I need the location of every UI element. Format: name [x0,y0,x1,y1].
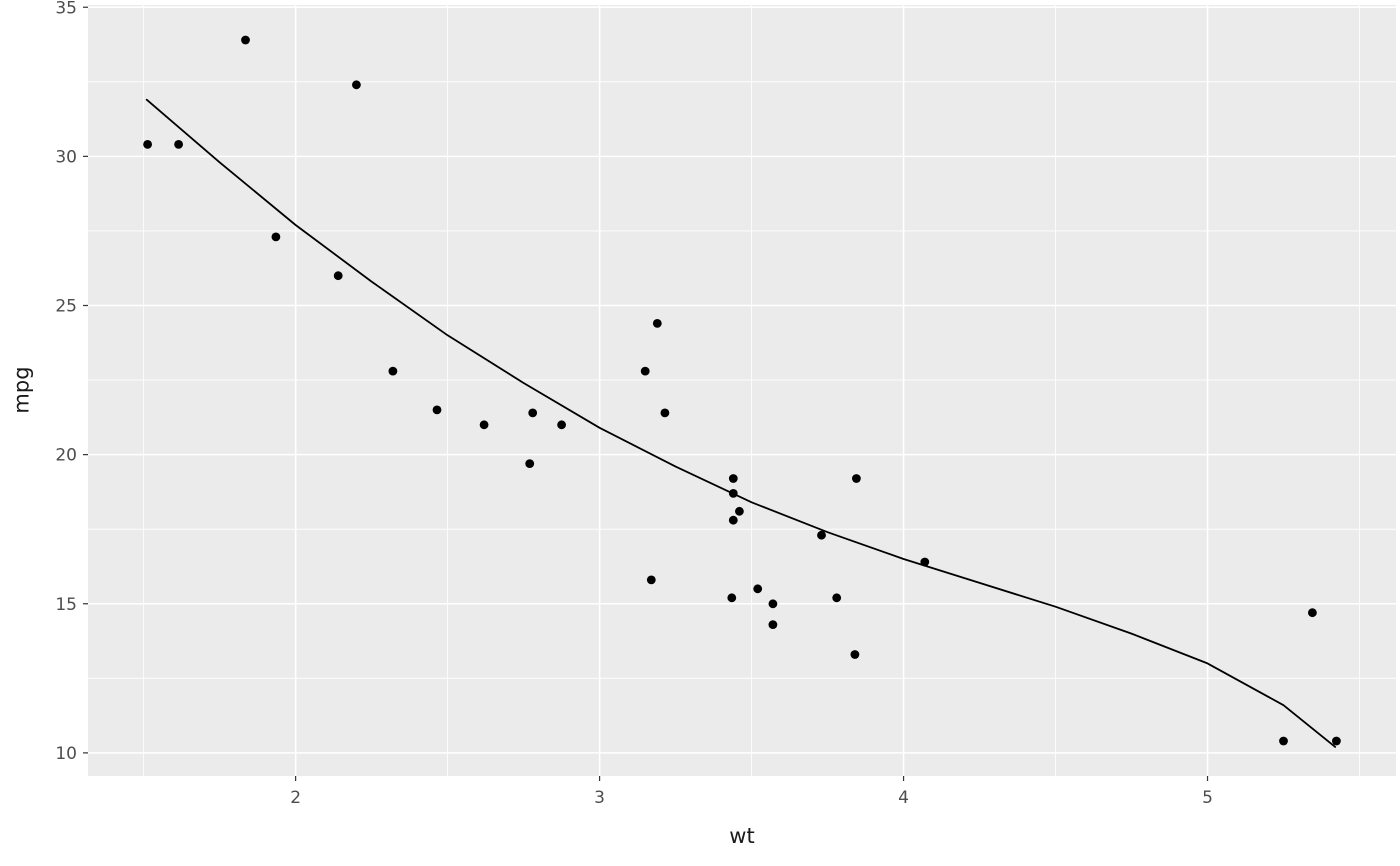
data-point [768,599,778,609]
x-axis-tick-label: 4 [898,788,909,808]
data-point [241,35,250,45]
data-point [728,474,738,483]
y-axis-title: mpg [9,366,34,414]
data-point [143,140,153,149]
plot-panel [88,5,1396,776]
data-point [832,593,842,603]
y-axis-tick-label: 10 [55,744,77,764]
data-point [817,530,826,540]
data-point [728,489,738,498]
data-point [479,420,489,430]
x-axis-tick-label: 2 [290,788,301,808]
data-point [174,140,184,149]
data-point [388,366,398,376]
data-point [660,408,670,418]
data-point [352,80,361,90]
x-axis-tick-label: 5 [1202,788,1213,808]
data-point [528,408,538,418]
data-point [852,474,861,483]
data-point [1279,736,1288,746]
data-point [640,366,650,376]
y-axis-tick-label: 25 [55,296,77,316]
data-point [850,650,860,659]
data-point [271,232,281,242]
data-point [1308,608,1317,618]
data-point [557,420,566,430]
data-point [728,515,738,525]
y-axis-tick-label: 15 [55,595,77,615]
x-axis-title: wt [729,824,755,848]
data-point [652,319,662,328]
data-point [735,506,744,516]
data-point [1332,736,1341,746]
data-point [333,271,343,281]
data-point [768,620,778,629]
x-axis-tick-label: 3 [594,788,605,808]
data-point [727,593,737,603]
data-point [525,459,535,468]
data-point [432,405,442,415]
y-axis-tick-label: 35 [55,0,77,18]
data-point [646,575,656,585]
y-axis-tick-label: 30 [55,147,77,167]
smooth-line [145,98,1337,748]
data-point [753,584,763,594]
data-point [920,557,930,567]
y-axis-tick-label: 20 [55,446,77,466]
